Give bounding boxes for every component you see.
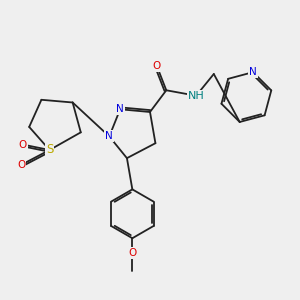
Text: O: O	[153, 61, 161, 71]
Text: O: O	[128, 248, 136, 258]
Text: O: O	[17, 160, 25, 170]
Text: N: N	[105, 131, 113, 141]
Text: N: N	[116, 104, 124, 114]
Text: NH: NH	[188, 91, 205, 101]
Text: N: N	[249, 67, 257, 77]
Text: S: S	[46, 143, 53, 157]
Text: O: O	[19, 140, 27, 150]
